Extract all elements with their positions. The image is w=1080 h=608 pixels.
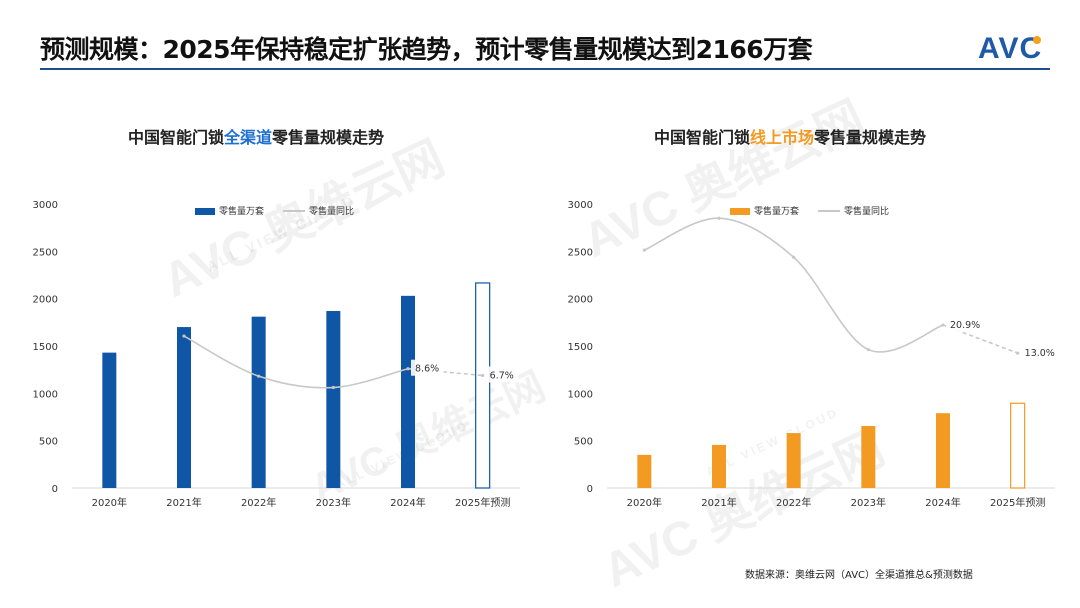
x-tick-label: 2024年 bbox=[925, 496, 960, 509]
bar-forecast bbox=[1010, 402, 1026, 489]
legend-swatch-bar bbox=[195, 208, 215, 215]
logo-dot bbox=[1033, 36, 1042, 44]
x-tick-label: 2023年 bbox=[851, 496, 886, 509]
y-tick-label: 0 bbox=[587, 484, 593, 495]
y-tick-label: 3000 bbox=[33, 200, 58, 211]
data-label-bg bbox=[1020, 344, 1060, 361]
title-divider bbox=[40, 68, 1050, 70]
data-label: 6.7% bbox=[490, 370, 514, 381]
yoy-point bbox=[717, 216, 721, 220]
yoy-point bbox=[406, 367, 410, 371]
y-tick-label: 2000 bbox=[568, 295, 593, 306]
yoy-line-forecast bbox=[942, 324, 1018, 354]
y-tick-label: 1500 bbox=[33, 342, 58, 353]
bar bbox=[861, 425, 876, 488]
x-tick-label: 2024年 bbox=[390, 496, 425, 509]
yoy-line-forecast bbox=[407, 367, 483, 377]
legend-swatch-bar bbox=[730, 208, 750, 215]
chart-online: 0 500 1000 1500 2000 2500 3000 2020年 2021年 2022年 2… bbox=[568, 200, 1060, 509]
bar bbox=[326, 310, 341, 488]
yoy-point bbox=[866, 347, 870, 352]
page-title: 预测规模：2025年保持稳定扩张趋势，预计零售量规模达到2166万套 bbox=[40, 35, 813, 64]
bar bbox=[177, 327, 191, 488]
y-tick-label: 2500 bbox=[33, 247, 58, 258]
yoy-point bbox=[182, 334, 186, 338]
yoy-point bbox=[941, 323, 945, 327]
chart-all-channel: 0 500 1000 1500 2000 2500 3000 2020年 2021年 2022年 2… bbox=[33, 200, 520, 509]
chart-title-part: 中国智能门锁 bbox=[128, 128, 225, 147]
yoy-point bbox=[642, 248, 646, 252]
y-tick-label: 2000 bbox=[33, 295, 58, 306]
yoy-point bbox=[481, 373, 485, 378]
x-tick-label: 2025年预测 bbox=[990, 496, 1045, 509]
y-tick-label: 500 bbox=[574, 437, 593, 448]
y-tick-label: 2500 bbox=[568, 247, 593, 258]
chart-title-part: 零售量规模走势 bbox=[272, 128, 385, 147]
yoy-point bbox=[792, 255, 796, 259]
y-tick-label: 1500 bbox=[568, 342, 593, 353]
data-label: 20.9% bbox=[950, 320, 980, 331]
bar bbox=[251, 316, 266, 488]
legend-label-line: 零售量同比 bbox=[309, 205, 354, 217]
bar bbox=[102, 352, 117, 488]
chart-title-highlight: 全渠道 bbox=[224, 128, 273, 147]
yoy-point bbox=[257, 374, 261, 378]
avc-logo: AVC bbox=[978, 32, 1042, 66]
data-label: 8.6% bbox=[415, 364, 439, 375]
x-tick-label: 2023年 bbox=[316, 496, 351, 509]
data-label-bg bbox=[485, 366, 519, 383]
x-tick-label: 2021年 bbox=[166, 496, 201, 509]
y-tick-label: 500 bbox=[39, 437, 58, 448]
bar bbox=[712, 444, 726, 488]
data-label-bg bbox=[946, 316, 985, 333]
y-tick-label: 3000 bbox=[568, 200, 593, 211]
x-tick-label: 2022年 bbox=[776, 496, 811, 509]
data-label: 13.0% bbox=[1025, 348, 1055, 359]
data-label-bg bbox=[411, 359, 444, 376]
y-tick-label: 0 bbox=[52, 484, 58, 495]
bar-forecast bbox=[475, 282, 491, 489]
legend-label-line: 零售量同比 bbox=[844, 205, 889, 217]
chart-title-highlight: 线上市场 bbox=[750, 128, 815, 147]
legend-label-bar: 零售量万套 bbox=[219, 205, 264, 217]
bar bbox=[401, 295, 415, 488]
y-tick-label: 1000 bbox=[568, 389, 593, 400]
x-tick-label: 2020年 bbox=[92, 496, 127, 509]
yoy-line bbox=[644, 217, 944, 353]
bar bbox=[936, 413, 950, 488]
yoy-line bbox=[183, 335, 409, 389]
chart-title-all-channel: 中国智能门锁全渠道零售量规模走势 bbox=[128, 124, 384, 148]
bar bbox=[637, 454, 652, 488]
x-tick-label: 2020年 bbox=[627, 496, 662, 509]
bar bbox=[786, 433, 801, 488]
x-tick-label: 2021年 bbox=[701, 496, 736, 509]
logo-text: AVC bbox=[978, 32, 1043, 65]
yoy-point bbox=[1016, 351, 1020, 355]
chart-title-part: 中国智能门锁 bbox=[654, 128, 751, 147]
x-tick-label: 2022年 bbox=[241, 496, 276, 509]
data-source-note: 数据来源：奥维云网（AVC）全渠道推总&预测数据 bbox=[745, 570, 973, 581]
legend-label-bar: 零售量万套 bbox=[754, 205, 799, 217]
x-tick-label: 2025年预测 bbox=[455, 496, 510, 509]
yoy-point bbox=[331, 385, 335, 390]
y-tick-label: 1000 bbox=[33, 389, 58, 400]
chart-title-online: 中国智能门锁线上市场零售量规模走势 bbox=[654, 124, 926, 148]
header: 预测规模：2025年保持稳定扩张趋势，预计零售量规模达到2166万套 AVC bbox=[0, 0, 1080, 70]
chart-title-part: 零售量规模走势 bbox=[814, 128, 927, 147]
